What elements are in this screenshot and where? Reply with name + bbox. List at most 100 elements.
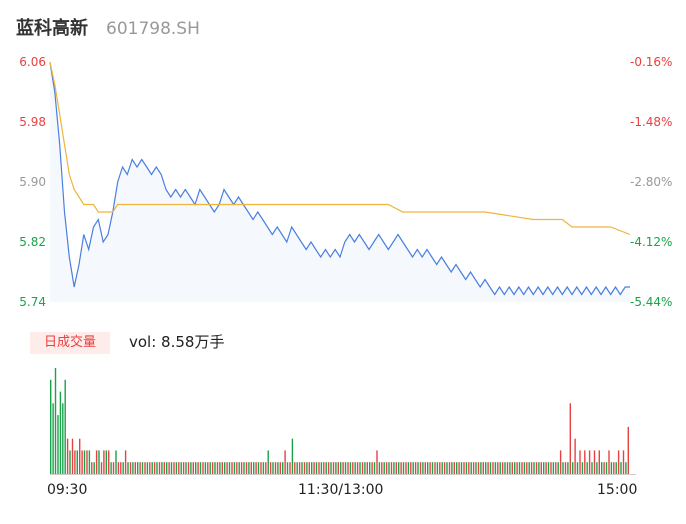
volume-bar <box>207 462 209 474</box>
volume-bar <box>83 450 86 474</box>
price-line <box>49 61 630 296</box>
volume-bar <box>64 379 66 474</box>
volume-bar <box>443 462 446 474</box>
volume-bar <box>286 462 289 474</box>
volume-bar <box>279 462 281 474</box>
volume-bar <box>153 462 156 474</box>
volume-bar <box>492 462 494 474</box>
volume-bar <box>359 462 361 474</box>
volume-bar <box>390 462 393 474</box>
volume-bar <box>240 462 243 474</box>
volume-bar <box>586 462 588 474</box>
volume-bar <box>197 462 199 474</box>
volume-bar <box>434 462 436 474</box>
price-tick-label: 5.82 <box>19 235 46 249</box>
volume-bar <box>610 462 613 474</box>
volume-bar <box>182 462 185 474</box>
volume-bar <box>364 462 366 474</box>
volume-bar <box>576 462 579 474</box>
volume-bar <box>257 462 260 474</box>
volume-bar <box>161 462 163 474</box>
volume-bar <box>127 462 129 474</box>
volume-bar <box>603 462 605 474</box>
volume-bar <box>202 462 204 474</box>
volume-bar <box>168 462 170 474</box>
price-area <box>50 62 630 302</box>
volume-bar <box>591 462 593 474</box>
volume-bar <box>378 462 381 474</box>
volume-tab[interactable]: 日成交量 <box>30 332 110 354</box>
volume-bar <box>352 462 354 474</box>
volume-bar <box>608 450 610 474</box>
volume-bar <box>559 450 562 474</box>
volume-bar <box>238 462 240 474</box>
volume-bar <box>458 462 460 474</box>
volume-bar <box>615 462 617 474</box>
volume-bar <box>501 462 504 474</box>
volume-bar <box>475 462 477 474</box>
volume-bar <box>313 462 315 474</box>
volume-bar <box>588 450 591 474</box>
volume-bar <box>185 462 187 474</box>
volume-bar <box>625 462 627 474</box>
volume-bar <box>465 462 468 474</box>
average-price-line <box>49 61 631 236</box>
volume-bar <box>569 403 571 474</box>
volume-bar <box>485 462 487 474</box>
volume-bar <box>509 462 511 474</box>
volume-bar <box>463 462 465 474</box>
pct-tick-label: -1.48% <box>630 115 673 129</box>
volume-bar <box>550 462 552 474</box>
volume-bar <box>180 462 182 474</box>
volume-bar <box>381 462 383 474</box>
volume-bar <box>431 462 434 474</box>
volume-bar <box>494 462 497 474</box>
volume-bar <box>248 462 250 474</box>
volume-bar <box>204 462 207 474</box>
volume-bar <box>93 462 95 474</box>
volume-bar <box>122 462 124 474</box>
volume-bar <box>369 462 371 474</box>
volume-bar <box>535 462 538 474</box>
volume-bar <box>514 462 516 474</box>
volume-bar <box>144 462 146 474</box>
volume-bar <box>620 462 622 474</box>
pct-tick-label: -5.44% <box>630 295 673 309</box>
volume-bar <box>422 462 424 474</box>
pct-tick-label: -4.12% <box>630 235 673 249</box>
volume-bar <box>117 462 120 474</box>
volume-bar <box>66 438 69 474</box>
volume-bar <box>528 462 530 474</box>
volume-bar <box>344 462 347 474</box>
volume-bar <box>402 462 405 474</box>
volume-bar <box>245 462 248 474</box>
volume-bar <box>388 462 390 474</box>
volume-bar <box>308 462 310 474</box>
volume-bar <box>74 450 76 474</box>
volume-bar <box>76 450 78 474</box>
volume-bar <box>231 462 233 474</box>
volume-bar <box>448 462 451 474</box>
volume-bar <box>59 391 62 474</box>
volume-bar <box>315 462 318 474</box>
volume-bar <box>269 462 272 474</box>
volume-bar <box>69 450 71 474</box>
volume-bar <box>393 462 395 474</box>
volume-bar <box>277 462 279 474</box>
volume-bar <box>521 462 523 474</box>
volume-bar <box>216 462 219 474</box>
volume-bar <box>105 450 107 474</box>
pct-tick-label: -2.80% <box>630 175 673 189</box>
volume-bar <box>347 462 349 474</box>
volume-bar <box>320 462 323 474</box>
volume-bar <box>593 450 596 474</box>
volume-bar <box>284 450 286 474</box>
volume-bar <box>267 450 269 474</box>
price-tick-label: 5.90 <box>19 175 46 189</box>
volume-bar <box>516 462 518 474</box>
volume-bar <box>214 462 216 474</box>
volume-bar <box>224 462 226 474</box>
volume-bar <box>166 462 168 474</box>
volume-bar <box>337 462 339 474</box>
